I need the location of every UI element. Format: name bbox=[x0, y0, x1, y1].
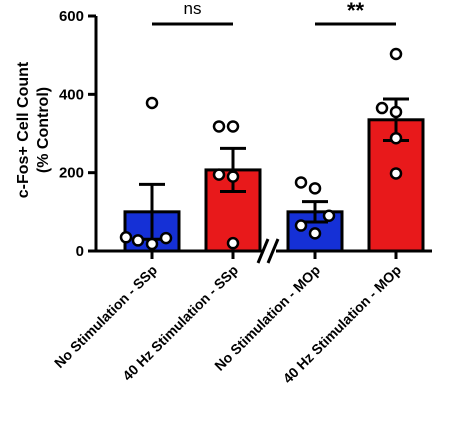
data-point bbox=[145, 237, 159, 251]
y-axis-title: c-Fos+ Cell Count (% Control) bbox=[15, 61, 52, 198]
data-point bbox=[226, 170, 240, 183]
axis-break-mark bbox=[266, 238, 280, 264]
data-point bbox=[389, 167, 403, 180]
data-point bbox=[119, 231, 133, 244]
data-point bbox=[308, 182, 322, 195]
data-point bbox=[212, 120, 226, 133]
y-tick-label: 0 bbox=[76, 243, 84, 260]
significance-label: ns bbox=[184, 0, 202, 18]
y-axis: 0 200 400 600 bbox=[59, 8, 98, 260]
data-point bbox=[226, 236, 240, 250]
data-point bbox=[389, 131, 403, 145]
data-point bbox=[145, 96, 159, 110]
significance-label: ** bbox=[347, 0, 365, 23]
y-tick-label: 400 bbox=[59, 86, 84, 103]
data-points bbox=[119, 47, 403, 251]
y-axis-title-line-1: c-Fos+ Cell Count bbox=[15, 61, 32, 198]
data-point bbox=[159, 231, 173, 245]
bars bbox=[123, 118, 425, 253]
y-axis-title-line-2: (% Control) bbox=[35, 87, 52, 173]
data-point bbox=[294, 176, 308, 189]
data-point bbox=[389, 105, 403, 119]
y-tick-label: 600 bbox=[59, 8, 84, 25]
data-point bbox=[322, 209, 336, 222]
y-tick-label: 200 bbox=[59, 165, 84, 182]
data-point bbox=[294, 219, 308, 232]
data-point bbox=[212, 168, 226, 181]
axis-break-mark bbox=[256, 238, 270, 264]
data-point bbox=[226, 120, 240, 133]
significance-annotations: ns ** bbox=[152, 0, 396, 26]
data-point bbox=[375, 101, 389, 115]
data-point bbox=[389, 47, 403, 61]
data-point bbox=[131, 234, 145, 247]
data-point bbox=[308, 227, 322, 240]
